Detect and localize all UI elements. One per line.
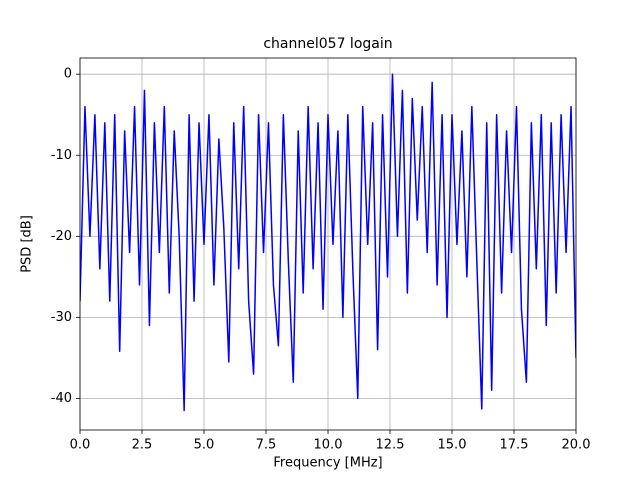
x-tick-label: 5.0 (194, 438, 215, 453)
x-tick-label: 20.0 (562, 438, 591, 453)
y-tick-label: -20 (51, 229, 72, 244)
y-tick-label: -10 (51, 148, 72, 163)
y-tick-label: -30 (51, 310, 72, 325)
x-tick-label: 15.0 (438, 438, 467, 453)
x-tick-label: 0.0 (70, 438, 91, 453)
data-line (80, 73, 576, 412)
x-axis-label: Frequency [MHz] (273, 456, 382, 471)
x-tick-label: 10.0 (314, 438, 343, 453)
y-tick-label: 0 (64, 67, 72, 82)
y-tick-label: -40 (51, 391, 72, 406)
x-tick-label: 7.5 (256, 438, 277, 453)
x-tick-label: 12.5 (376, 438, 405, 453)
plot-frame (79, 57, 577, 431)
chart-title: channel057 logain (263, 36, 392, 52)
y-axis-label: PSD [dB] (20, 215, 35, 273)
x-tick-label: 2.5 (132, 438, 153, 453)
x-tick-label: 17.5 (500, 438, 529, 453)
